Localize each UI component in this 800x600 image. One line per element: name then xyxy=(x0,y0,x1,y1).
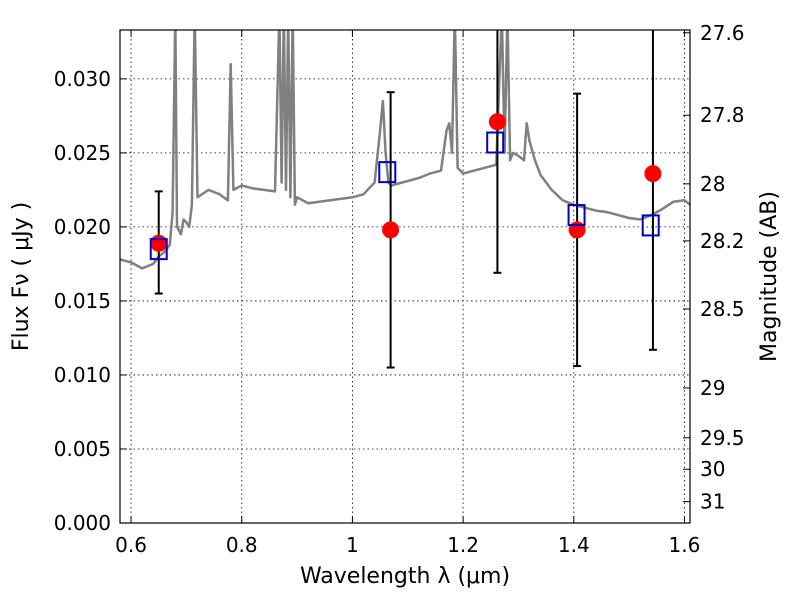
y-right-tick-label: 27.8 xyxy=(700,103,745,127)
observed-point xyxy=(382,221,400,239)
y-right-tick-label: 28 xyxy=(700,172,725,196)
x-axis-label: Wavelength λ (μm) xyxy=(300,564,510,589)
y-tick-label: 0.000 xyxy=(54,511,111,535)
y-tick-label: 0.005 xyxy=(54,437,111,461)
x-tick-label: 1.4 xyxy=(558,533,590,557)
y-tick-label: 0.010 xyxy=(54,363,111,387)
spectrum-layer xyxy=(120,30,690,270)
observed-point xyxy=(644,165,662,183)
y-right-tick-label: 31 xyxy=(700,490,725,514)
y-axis-right-label: Magnitude (AB) xyxy=(757,191,782,362)
y-tick-label: 0.020 xyxy=(54,215,111,239)
x-tick-label: 0.6 xyxy=(115,533,147,557)
y-right-tick-label: 28.5 xyxy=(700,297,745,321)
model-square xyxy=(149,238,168,261)
observed-point xyxy=(150,234,168,252)
grid xyxy=(120,30,690,524)
y-tick-label: 0.030 xyxy=(54,67,111,91)
y-tick-label: 0.015 xyxy=(54,289,111,313)
model-square xyxy=(486,131,505,154)
model-square xyxy=(567,204,586,227)
x-tick-label: 1.6 xyxy=(669,533,701,557)
y-right-tick-label: 28.2 xyxy=(700,229,745,253)
plot-frame xyxy=(119,29,691,524)
x-tick-label: 0.8 xyxy=(226,533,258,557)
y-right-tick-label: 30 xyxy=(700,457,725,481)
tick-layer: 0.6 0.8 1 1.2 1.4 1.6 0.000 0.005 0.010 0.015 0.02… xyxy=(54,21,745,557)
x-tick-label: 1 xyxy=(346,533,359,557)
y-right-tick-label: 29.5 xyxy=(700,426,745,450)
y-axis-label: Flux Fν ( μJy ) xyxy=(9,202,34,351)
model-square xyxy=(378,161,397,184)
observed-point xyxy=(488,113,506,131)
marker-layer xyxy=(149,113,662,261)
x-tick-label: 1.2 xyxy=(447,533,479,557)
spectrum-line xyxy=(120,30,690,270)
y-right-tick-label: 27.6 xyxy=(700,21,745,45)
model-square xyxy=(641,214,660,237)
y-tick-label: 0.025 xyxy=(54,141,111,165)
y-right-tick-label: 29 xyxy=(700,376,725,400)
